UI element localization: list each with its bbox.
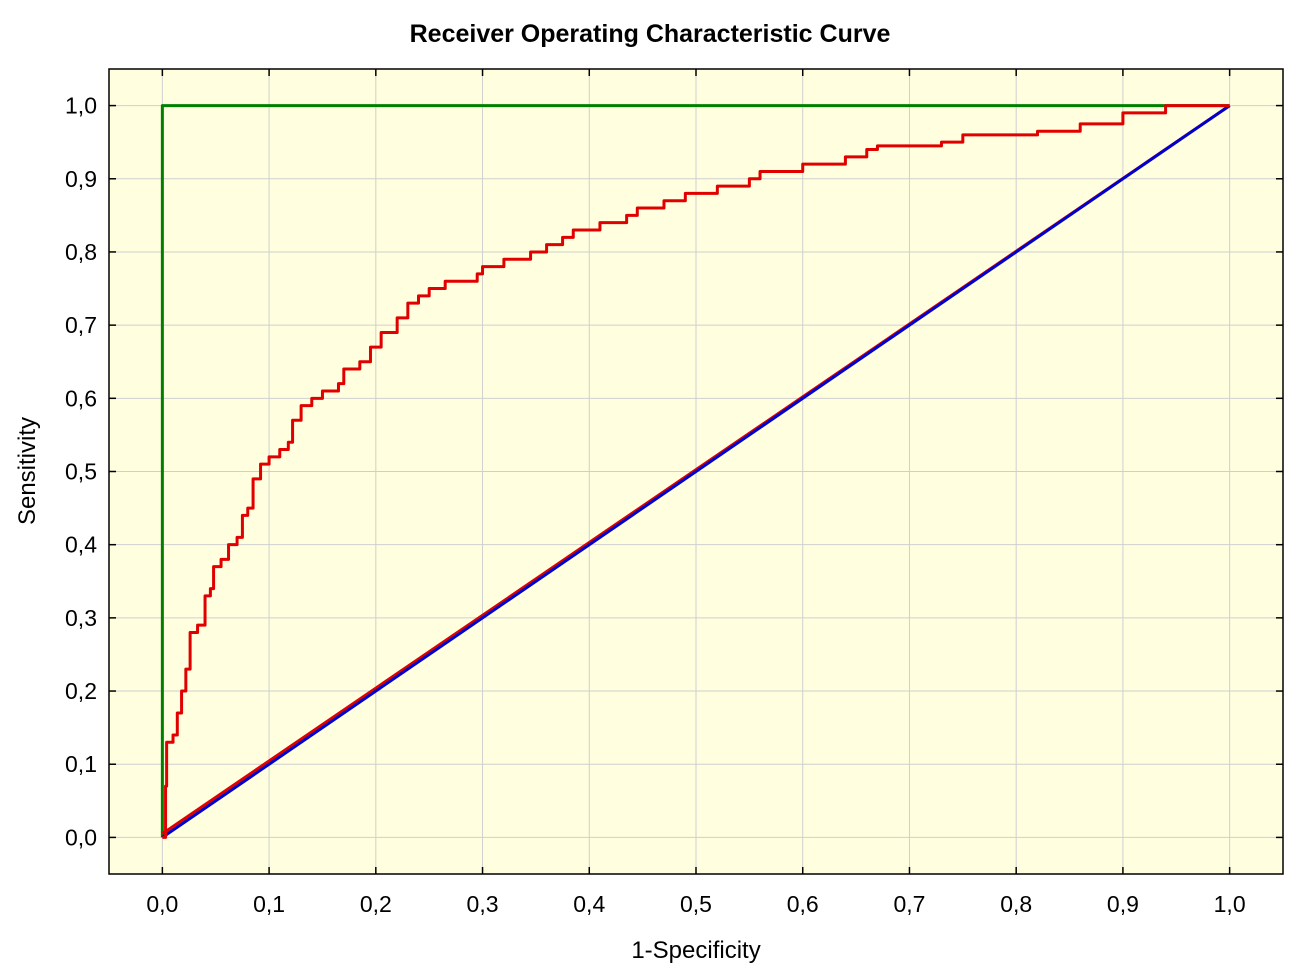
y-tick-label: 0,6 [65,385,97,411]
series-lines [160,104,1231,839]
series-line-2 [161,104,1231,839]
x-tick-label: 0,1 [253,891,285,917]
x-tick-label: 0,2 [360,891,392,917]
y-tick-label: 0,2 [65,678,97,704]
x-tick-label: 0,3 [467,891,499,917]
y-tick-label: 0,9 [65,166,97,192]
series-line-1 [160,104,1230,838]
axis-ticks: 0,0 0,1 0,2 0,3 0,4 0,5 0,6 0,7 0,8 0,9 1,0 0,0 0,1 0… [65,69,1283,917]
y-tick-label: 0,1 [65,751,97,777]
x-tick-label: 0,0 [146,891,178,917]
x-tick-label: 0,5 [680,891,712,917]
x-tick-label: 1,0 [1214,891,1246,917]
x-tick-label: 0,4 [573,891,605,917]
x-tick-label: 0,9 [1107,891,1139,917]
x-tick-label: 0,6 [787,891,819,917]
y-tick-label: 0,7 [65,312,97,338]
series-line-0 [162,104,1230,839]
x-axis-label: 1-Specificity [631,937,760,964]
y-tick-label: 0,0 [65,824,97,850]
y-tick-label: 1,0 [65,93,97,119]
y-tick-label: 0,5 [65,459,97,485]
chart-title: Receiver Operating Characteristic Curve [410,20,891,48]
y-tick-label: 0,3 [65,605,97,631]
y-axis-label: Sensitivity [14,417,41,525]
y-tick-label: 0,8 [65,239,97,265]
y-tick-label: 0,4 [65,532,97,558]
x-tick-label: 0,7 [893,891,925,917]
x-tick-label: 0,8 [1000,891,1032,917]
